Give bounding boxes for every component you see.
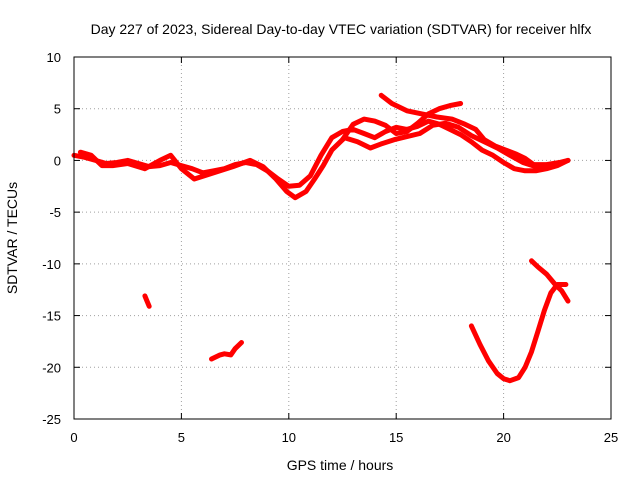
y-tick-label: -25 [42, 412, 61, 427]
y-tick-label: -15 [42, 309, 61, 324]
y-tick-label: -10 [42, 257, 61, 272]
chart-title: Day 227 of 2023, Sidereal Day-to-day VTE… [91, 21, 592, 37]
series-arc-7 [468, 282, 569, 384]
series-arc-6 [209, 340, 244, 362]
y-tick-label: 10 [47, 50, 61, 65]
series-arc-2 [77, 120, 552, 201]
x-tick-label: 10 [282, 430, 296, 445]
y-tick-label: 0 [54, 153, 61, 168]
y-tick-label: -20 [42, 360, 61, 375]
x-axis-label: GPS time / hours [287, 457, 394, 473]
plot-frame [73, 56, 612, 420]
x-tick-label: 25 [604, 430, 618, 445]
y-axis-label: SDTVAR / TECUs [4, 182, 20, 294]
x-tick-label: 0 [70, 430, 77, 445]
series-arc-1 [71, 118, 571, 189]
axis-ticks: 0 5 10 15 20 25 -25 -20 -15 -10 -5 0 5 10 [42, 50, 618, 445]
y-tick-label: 5 [54, 102, 61, 117]
x-tick-label: 15 [389, 430, 403, 445]
series-arc-8 [529, 258, 571, 304]
data-series [71, 92, 571, 384]
series-arc-3 [340, 101, 464, 143]
series-arc-5 [142, 293, 152, 309]
grid [74, 57, 611, 419]
x-tick-label: 20 [496, 430, 510, 445]
x-tick-label: 5 [178, 430, 185, 445]
series-arc-4 [378, 92, 571, 168]
y-tick-label: -5 [49, 205, 61, 220]
